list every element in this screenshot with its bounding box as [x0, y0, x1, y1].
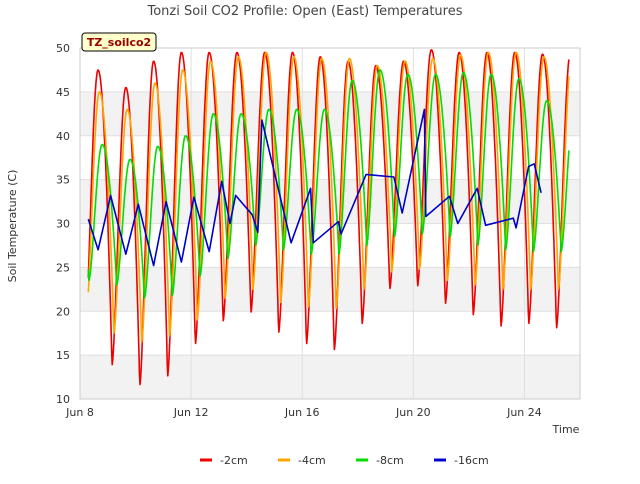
station-badge: TZ_soilco2: [81, 32, 157, 52]
series-line-16cm: [87, 108, 542, 267]
grid-band: [80, 267, 580, 312]
y-tick-label: 15: [56, 349, 70, 362]
legend: -2cm -4cm -8cm -16cm: [200, 454, 489, 467]
x-axis-label: Time: [552, 423, 580, 436]
x-tick-label: Jun 16: [284, 406, 320, 419]
y-axis-label: Soil Temperature (C): [6, 170, 19, 283]
y-axis: 10 15 20 25 30 35 40 45 50: [56, 42, 70, 406]
plot-frame: [79, 47, 581, 400]
station-badge-box: [81, 32, 157, 52]
y-tick-label: 45: [56, 86, 70, 99]
series-layer: [87, 49, 570, 386]
y-tick-label: 20: [56, 305, 70, 318]
y-tick-label: 30: [56, 218, 70, 231]
x-tick-label: Jun 20: [395, 406, 431, 419]
series-line-2cm: [87, 49, 570, 386]
y-tick-label: 25: [56, 261, 70, 274]
x-tick-label: Jun 8: [65, 406, 94, 419]
chart-title: Tonzi Soil CO2 Profile: Open (East) Temp…: [146, 4, 462, 19]
x-axis: Jun 8 Jun 12 Jun 16 Jun 20 Jun 24: [65, 406, 542, 419]
grid-band: [80, 355, 580, 399]
y-tick-label: 35: [56, 174, 70, 187]
station-badge-text: TZ_soilco2: [87, 36, 151, 49]
x-tick-label: Jun 24: [506, 406, 542, 419]
legend-label: -16cm: [454, 454, 489, 467]
y-tick-label: 40: [56, 130, 70, 143]
x-tick-label: Jun 12: [173, 406, 209, 419]
y-tick-label: 10: [56, 393, 70, 406]
y-tick-label: 50: [56, 42, 70, 55]
legend-label: -2cm: [220, 454, 248, 467]
legend-label: -4cm: [298, 454, 326, 467]
legend-label: -8cm: [376, 454, 404, 467]
series-line-8cm: [87, 69, 570, 299]
